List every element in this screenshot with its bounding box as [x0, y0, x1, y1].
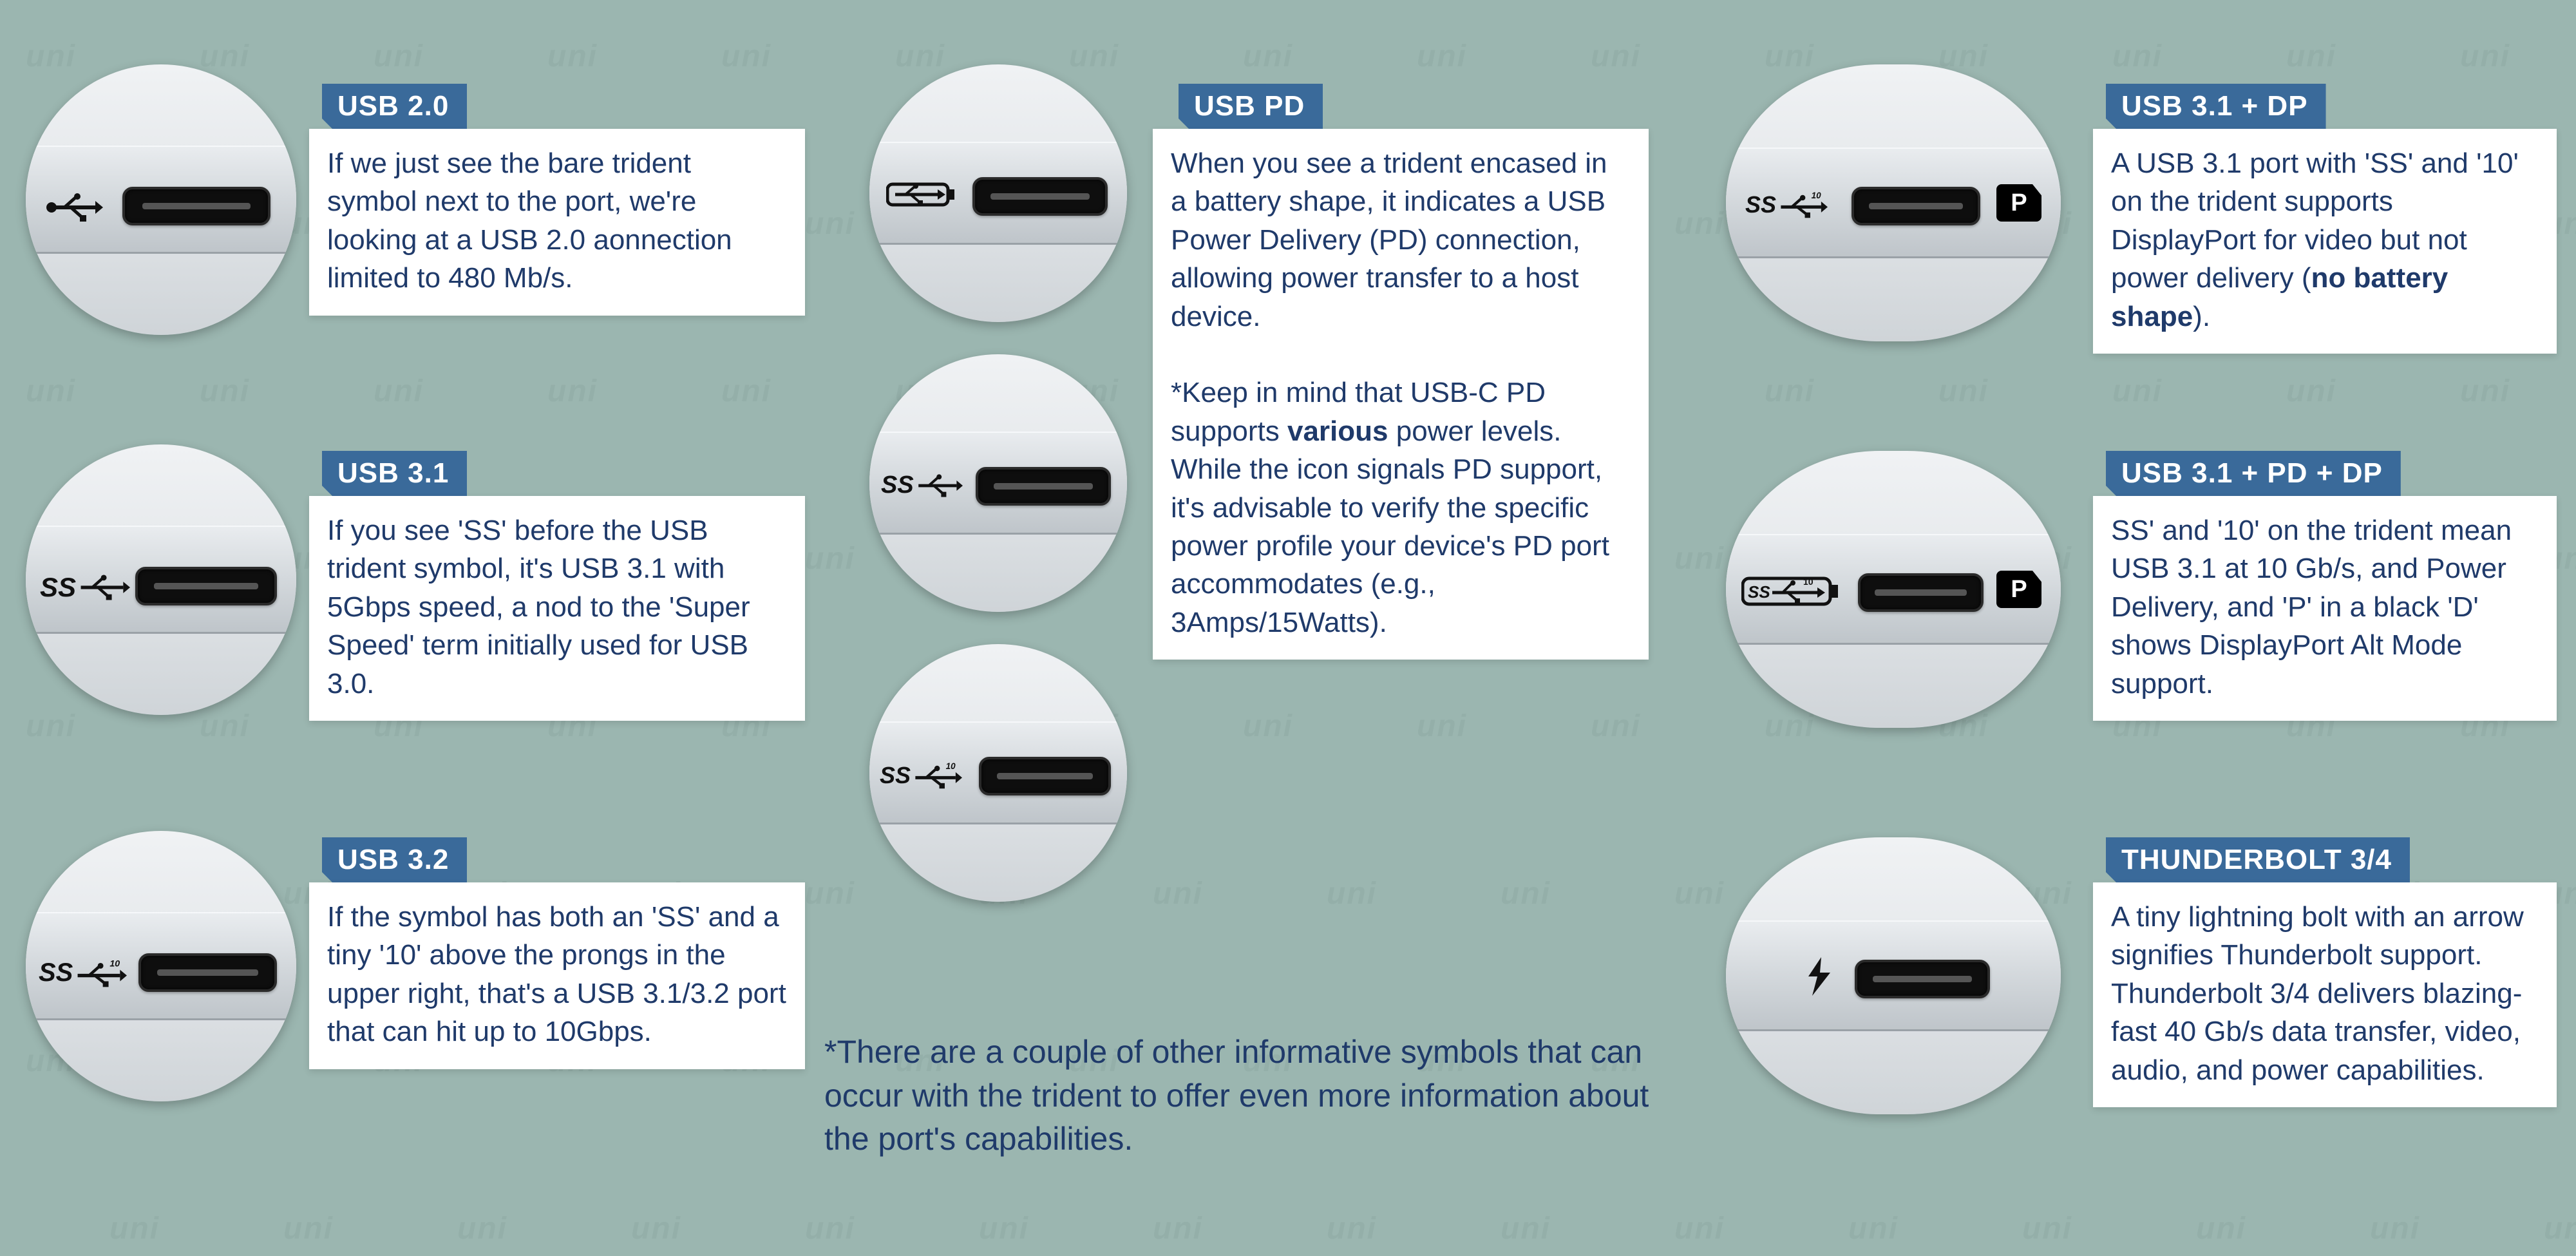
port-image-tb34 — [1726, 837, 2061, 1114]
header-label: USB 2.0 — [337, 90, 449, 122]
port-image-usbpd-2: SS — [869, 354, 1127, 612]
body-usb31: If you see 'SS' before the USB trident s… — [309, 496, 805, 721]
header-usb31pddp: USB 3.1 + PD + DP — [2106, 451, 2401, 496]
footnote: *There are a couple of other informative… — [824, 1031, 1662, 1161]
trident-icon — [45, 193, 103, 222]
svg-text:10: 10 — [110, 959, 120, 969]
trident-icon — [916, 473, 963, 499]
header-label: USB PD — [1194, 90, 1305, 122]
header-usb31dp: USB 3.1 + DP — [2106, 84, 2326, 129]
trident-icon: 10 — [913, 761, 962, 790]
displayport-icon: P — [1996, 571, 2041, 608]
body-text: If you see 'SS' before the USB trident s… — [327, 515, 750, 699]
port-image-usbpd-3: SS 10 — [869, 644, 1127, 902]
header-usb31: USB 3.1 — [322, 451, 467, 496]
port-image-usb31dp: SS 10 P — [1726, 64, 2061, 341]
body-text: A tiny lightning bolt with an arrow sign… — [2111, 901, 2524, 1086]
footnote-text: *There are a couple of other informative… — [824, 1034, 1649, 1157]
header-label: THUNDERBOLT 3/4 — [2121, 844, 2392, 875]
canvas: uniuniuniuniuniuniuniuniuniuniuniuniuniu… — [0, 0, 2576, 1256]
svg-text:10: 10 — [1803, 576, 1814, 587]
trident-icon: 10 — [1779, 191, 1828, 219]
trident-icon — [79, 575, 130, 600]
svg-text:10: 10 — [1812, 191, 1822, 200]
body-text: When you see a trident encased in a batt… — [1171, 147, 1609, 638]
body-tb34: A tiny lightning bolt with an arrow sign… — [2093, 882, 2557, 1107]
body-text: SS' and '10' on the trident mean USB 3.1… — [2111, 515, 2512, 699]
header-usb32: USB 3.2 — [322, 837, 467, 882]
header-label: USB 3.1 + DP — [2121, 90, 2308, 122]
header-label: USB 3.1 + PD + DP — [2121, 457, 2383, 489]
header-usb20: USB 2.0 — [322, 84, 467, 129]
body-usb32: If the symbol has both an 'SS' and a tin… — [309, 882, 805, 1069]
body-text: If we just see the bare trident symbol n… — [327, 147, 732, 294]
header-label: USB 3.2 — [337, 844, 449, 875]
battery-trident-icon — [886, 179, 957, 210]
header-usbpd: USB PD — [1179, 84, 1323, 129]
header-tb34: THUNDERBOLT 3/4 — [2106, 837, 2410, 882]
port-image-usbpd-1 — [869, 64, 1127, 322]
port-image-usb31: SS — [26, 444, 296, 715]
body-usb31pddp: SS' and '10' on the trident mean USB 3.1… — [2093, 496, 2557, 721]
battery-ss10-trident-icon: SS 10 — [1741, 573, 1844, 609]
port-image-usb31pddp: SS 10 P — [1726, 451, 2061, 728]
displayport-icon: P — [1996, 184, 2041, 222]
body-usbpd: When you see a trident encased in a batt… — [1153, 129, 1649, 660]
body-usb31dp: A USB 3.1 port with 'SS' and '10' on the… — [2093, 129, 2557, 354]
body-text: If the symbol has both an 'SS' and a tin… — [327, 901, 786, 1047]
svg-text:10: 10 — [946, 761, 956, 771]
header-label: USB 3.1 — [337, 457, 449, 489]
body-usb20: If we just see the bare trident symbol n… — [309, 129, 805, 316]
body-text: A USB 3.1 port with 'SS' and '10' on the… — [2111, 147, 2519, 332]
trident-icon: 10 — [75, 959, 127, 987]
svg-text:SS: SS — [1748, 582, 1770, 602]
port-image-usb32: SS 10 — [26, 831, 296, 1101]
thunderbolt-icon — [1803, 957, 1835, 996]
port-image-usb20 — [26, 64, 296, 335]
